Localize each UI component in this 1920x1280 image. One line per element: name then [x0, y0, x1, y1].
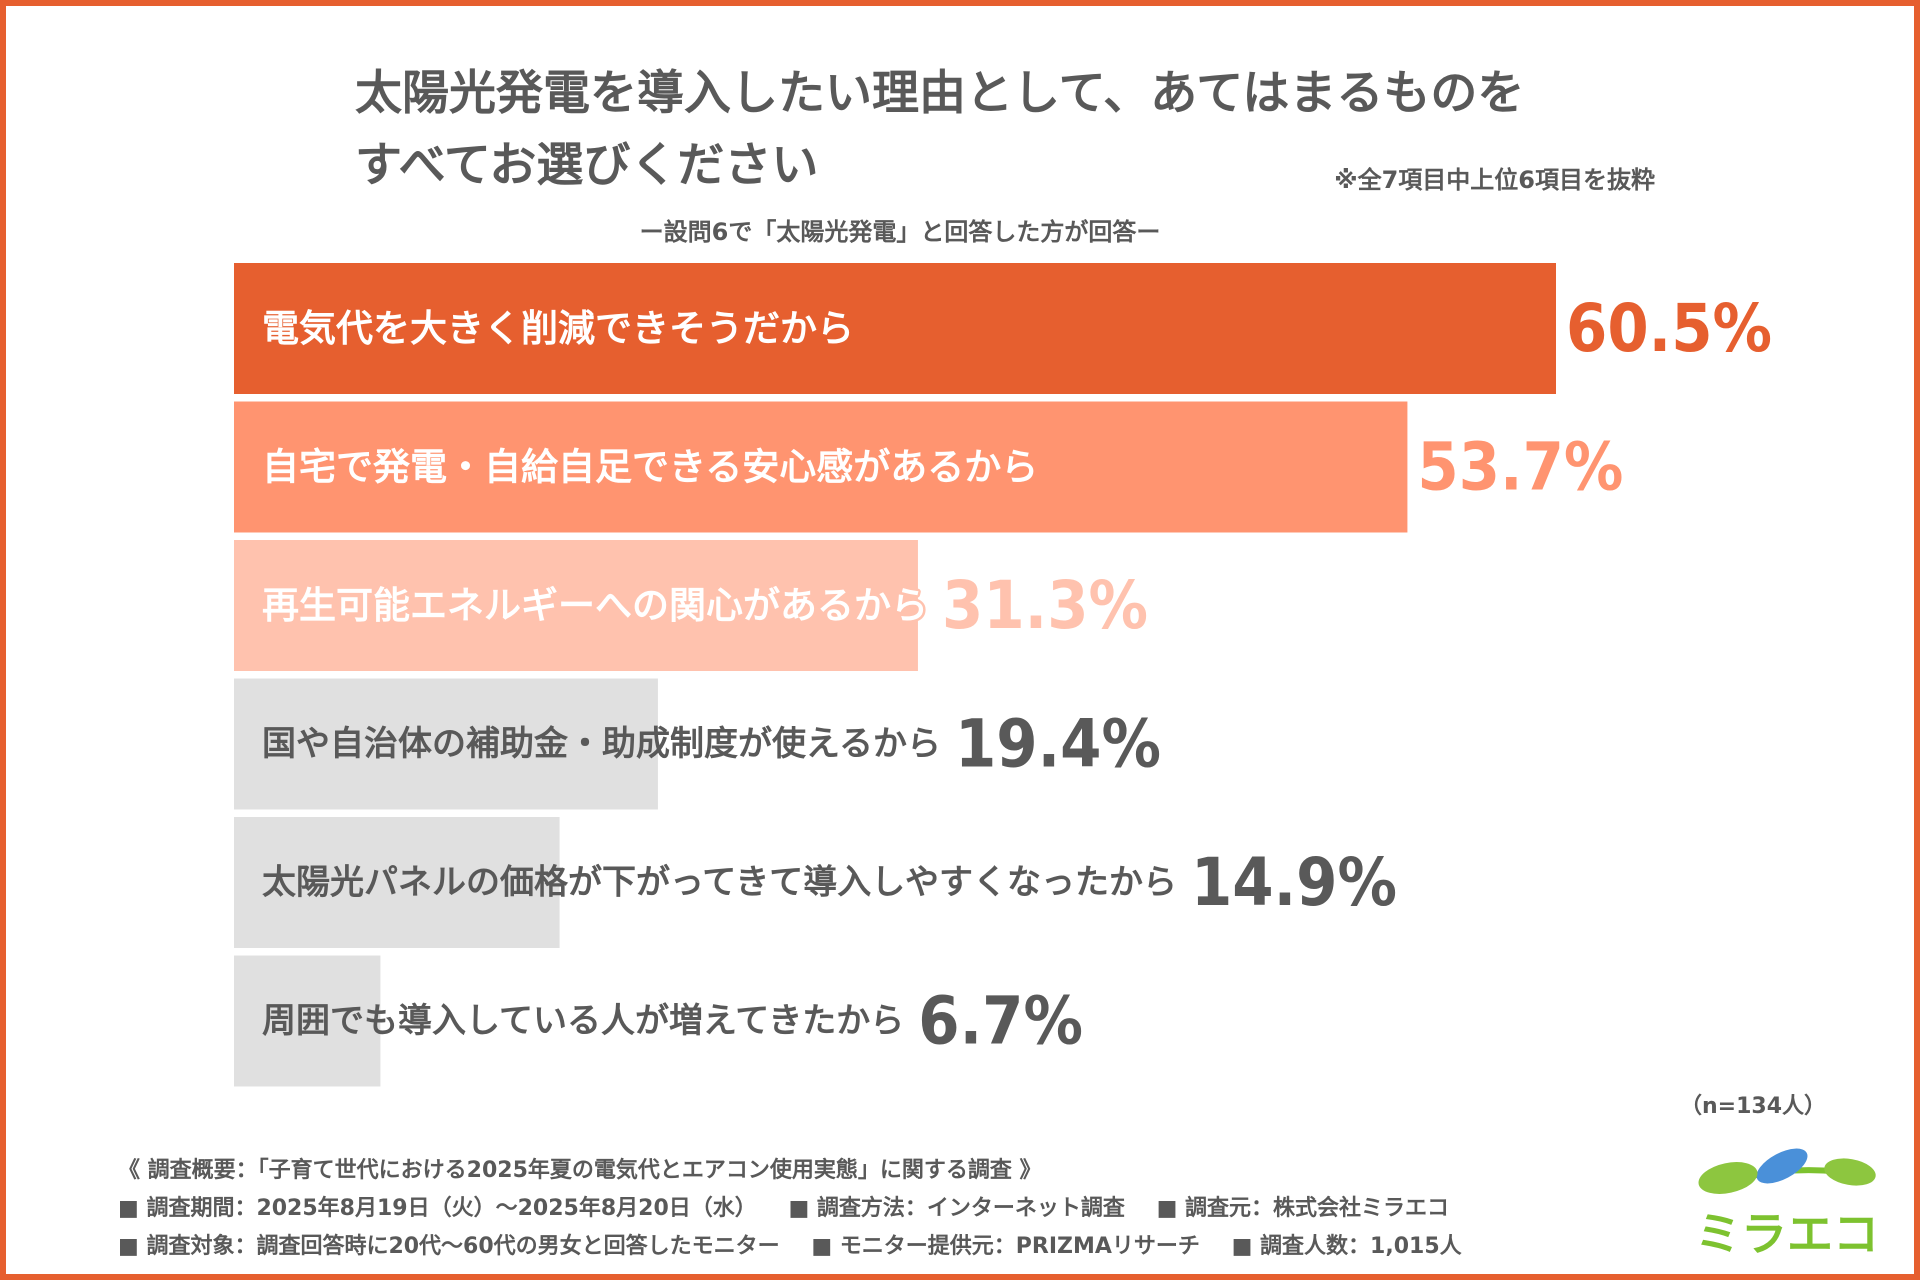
logo-text: ミラエコ	[1695, 1207, 1879, 1261]
note-text: ※全7項目中上位6項目を抜粋	[1334, 166, 1655, 194]
survey-method: ■ 調査方法：インターネット調査	[788, 1196, 1125, 1221]
bar-6	[234, 955, 381, 1087]
footer-row-2: ■ 調査期間：2025年8月19日（火）～2025年8月20日（水） ■ 調査方…	[118, 1190, 1658, 1228]
survey-summary: 《 調査概要：「子育て世代における2025年夏の電気代とエアコン使用実態」に関す…	[118, 1158, 1042, 1183]
category-label-4: 国や自治体の補助金・助成制度が使えるから	[262, 724, 941, 764]
category-label-1: 電気代を大きく削減できそうだから	[262, 307, 854, 350]
title-line-1: 太陽光発電を導入したい理由として、あてはまるものを	[355, 66, 1525, 121]
value-label-2: 53.7%	[1417, 429, 1623, 506]
survey-footer: 《 調査概要：「子育て世代における2025年夏の電気代とエアコン使用実態」に関す…	[118, 1152, 1658, 1266]
survey-provider: ■ モニター提供元：PRIZMAリサーチ	[811, 1234, 1200, 1259]
title-line-2: すべてお選びください	[355, 138, 819, 193]
value-label-5: 14.9%	[1191, 844, 1397, 921]
mira-eco-logo: ミラエコ	[1695, 1148, 1879, 1261]
bar-4	[234, 678, 658, 810]
category-label-3: 再生可能エネルギーへの関心があるから	[262, 584, 928, 627]
chart-subtitle: ー設問6で「太陽光発電」と回答した方が回答ー	[639, 218, 1161, 246]
survey-source: ■ 調査元：株式会社ミラエコ	[1156, 1196, 1450, 1221]
logo-leaf-green-1	[1698, 1162, 1758, 1194]
bar-5	[234, 817, 560, 948]
value-label-1: 60.5%	[1566, 290, 1772, 367]
bar-1	[234, 263, 1556, 394]
sample-size-label: （n=134人）	[1680, 1094, 1827, 1119]
logo-leaf-blue	[1756, 1148, 1808, 1184]
footer-row-3: ■ 調査対象：調査回答時に20代～60代の男女と回答したモニター ■ モニター提…	[118, 1228, 1658, 1266]
survey-count: ■ 調査人数：1,015人	[1231, 1234, 1462, 1259]
bar-3	[234, 540, 918, 671]
category-label-5: 太陽光パネルの価格が下がってきて導入しやすくなったから	[262, 863, 1177, 903]
value-label-4: 19.4%	[955, 706, 1161, 783]
survey-target: ■ 調査対象：調査回答時に20代～60代の男女と回答したモニター	[118, 1234, 780, 1259]
survey-period: ■ 調査期間：2025年8月19日（火）～2025年8月20日（水）	[118, 1196, 757, 1221]
value-label-3: 31.3%	[942, 567, 1148, 644]
chart-title: 太陽光発電を導入したい理由として、あてはまるものを すべてお選びください	[355, 58, 1655, 202]
value-label-6: 6.7%	[918, 983, 1083, 1060]
category-label-2: 自宅で発電・自給自足できる安心感があるから	[262, 446, 1038, 489]
logo-leaf-green-2	[1824, 1158, 1876, 1186]
category-label-6: 周囲でも導入している人が増えてきたから	[262, 1001, 904, 1041]
bar-2	[234, 401, 1408, 533]
